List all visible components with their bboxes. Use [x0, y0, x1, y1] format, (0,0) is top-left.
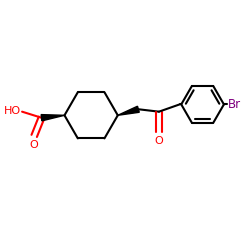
Text: O: O [154, 136, 163, 146]
Text: HO: HO [4, 106, 21, 116]
Polygon shape [41, 114, 64, 121]
Text: O: O [30, 140, 38, 150]
Polygon shape [118, 106, 139, 115]
Text: Br: Br [228, 98, 241, 111]
